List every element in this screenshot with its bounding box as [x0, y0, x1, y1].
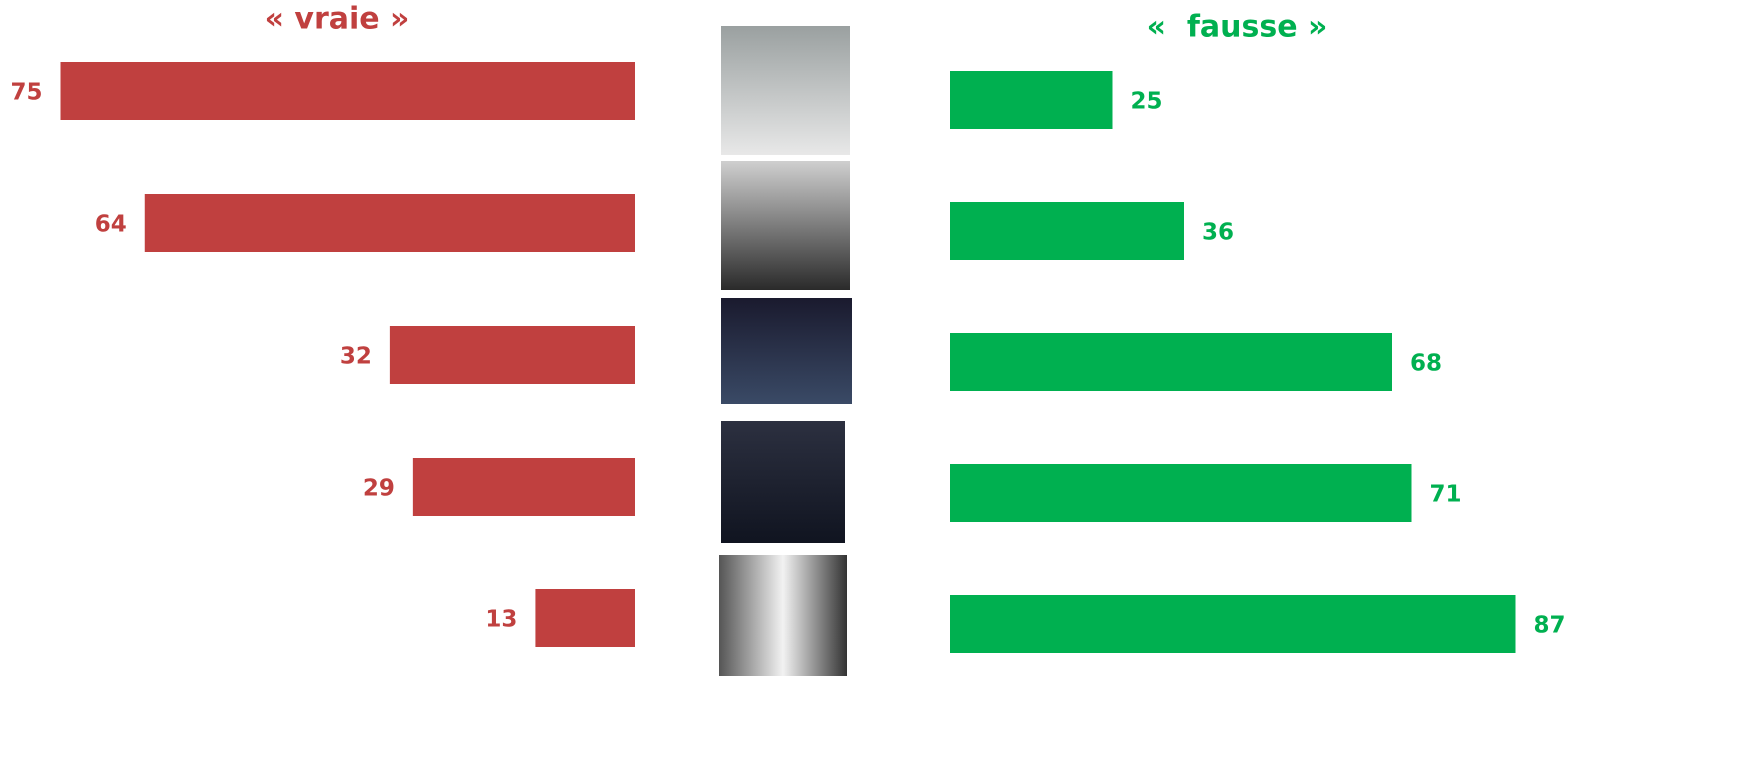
chart-title: « vraie »: [265, 2, 410, 37]
bar: [950, 202, 1184, 260]
value-label: 87: [1534, 613, 1566, 639]
bar: [950, 333, 1392, 391]
photo: [719, 555, 847, 676]
value-label: 75: [10, 80, 42, 106]
bar: [60, 62, 635, 120]
value-label: 13: [485, 607, 517, 633]
bar: [950, 595, 1516, 653]
value-label: 64: [95, 212, 127, 238]
value-label: 29: [363, 476, 395, 502]
bar: [144, 194, 635, 252]
chart-title: « fausse »: [1147, 10, 1328, 45]
photo: [721, 298, 852, 404]
bar: [389, 326, 635, 384]
bar: [412, 458, 635, 516]
bar: [950, 71, 1113, 129]
photos: [719, 26, 852, 676]
value-label: 25: [1131, 89, 1163, 115]
photo: [721, 26, 850, 155]
bar: [950, 464, 1412, 522]
bar: [535, 589, 635, 647]
value-label: 32: [340, 344, 372, 370]
value-label: 71: [1430, 482, 1462, 508]
photo: [721, 161, 850, 290]
photo: [721, 421, 845, 543]
value-label: 36: [1202, 220, 1234, 246]
value-label: 68: [1410, 351, 1442, 377]
